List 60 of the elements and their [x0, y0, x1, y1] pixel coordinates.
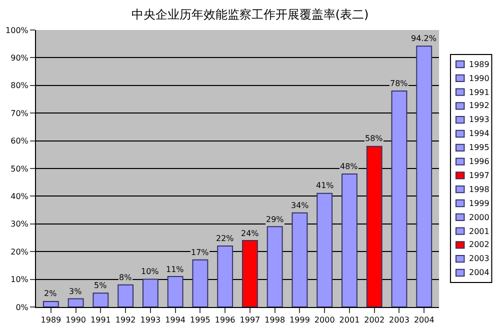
legend-label: 1992 [469, 101, 490, 110]
data-label: 58% [365, 134, 384, 143]
legend-label: 2003 [469, 254, 490, 263]
y-tick-label: 60% [10, 136, 29, 146]
data-label: 17% [191, 248, 210, 257]
x-tick-label: 1996 [214, 316, 236, 325]
y-tick-label: 90% [10, 54, 29, 62]
y-tick-label: 10% [10, 275, 29, 284]
y-tick-label: 100% [6, 26, 29, 35]
data-label: 24% [241, 229, 260, 238]
data-label: 22% [216, 234, 234, 243]
legend-label: 2004 [469, 268, 490, 277]
data-label: 48% [340, 162, 358, 171]
data-label: 41% [316, 181, 334, 190]
x-tick-label: 1990 [66, 316, 86, 325]
x-tick-label: 1995 [190, 316, 210, 325]
legend-label: 1991 [469, 88, 490, 97]
data-label: 29% [266, 215, 284, 224]
x-tick-label: 1991 [90, 316, 111, 325]
data-label: 5% [94, 281, 108, 290]
legend-label: 2001 [469, 227, 490, 236]
legend-label: 1990 [469, 74, 490, 83]
x-tick-label: 2002 [364, 316, 385, 325]
x-tick-label: 2003 [389, 316, 410, 325]
legend-label: 2000 [469, 213, 490, 222]
legend-label: 1998 [469, 185, 490, 194]
legend-label: 1997 [469, 171, 490, 180]
x-tick-label: 2004 [414, 316, 434, 325]
data-label: 3% [69, 287, 82, 296]
x-tick-label: 1989 [40, 316, 62, 325]
legend-label: 1995 [469, 143, 490, 152]
y-tick-label: 80% [10, 81, 29, 90]
x-tick-label: 1992 [115, 316, 136, 325]
legend-label: 1996 [469, 157, 490, 166]
x-tick-label: 1994 [165, 316, 186, 325]
y-tick-label: 0% [16, 302, 29, 312]
x-tick-label: 2000 [314, 316, 335, 325]
legend-label: 1989 [469, 60, 490, 69]
legend-label: 1994 [469, 129, 490, 138]
data-label: 11% [166, 265, 184, 274]
data-label: 2% [44, 289, 58, 298]
y-tick-label: 20% [10, 247, 29, 256]
x-tick-label: 1997 [240, 316, 260, 325]
x-tick-label: 1993 [140, 316, 161, 325]
y-tick-label: 30% [10, 220, 29, 229]
data-label: 10% [141, 267, 160, 276]
x-tick-label: 1999 [290, 316, 310, 325]
x-tick-label: 1998 [264, 316, 286, 325]
y-tick-label: 70% [10, 108, 29, 118]
legend-label: 2002 [469, 240, 490, 249]
data-label: 78% [390, 79, 408, 88]
data-label: 8% [119, 273, 132, 282]
legend-label: 1993 [469, 115, 490, 124]
chart-title: 中央企业历年效能监察工作开展覆盖率(表二) [131, 7, 369, 22]
x-tick-label: 2001 [339, 316, 360, 325]
data-label: 34% [291, 201, 310, 210]
y-tick-label: 40% [10, 192, 29, 201]
y-tick-label: 50% [10, 164, 29, 174]
data-label: 94.2% [411, 34, 437, 43]
legend-label: 1999 [469, 199, 490, 208]
